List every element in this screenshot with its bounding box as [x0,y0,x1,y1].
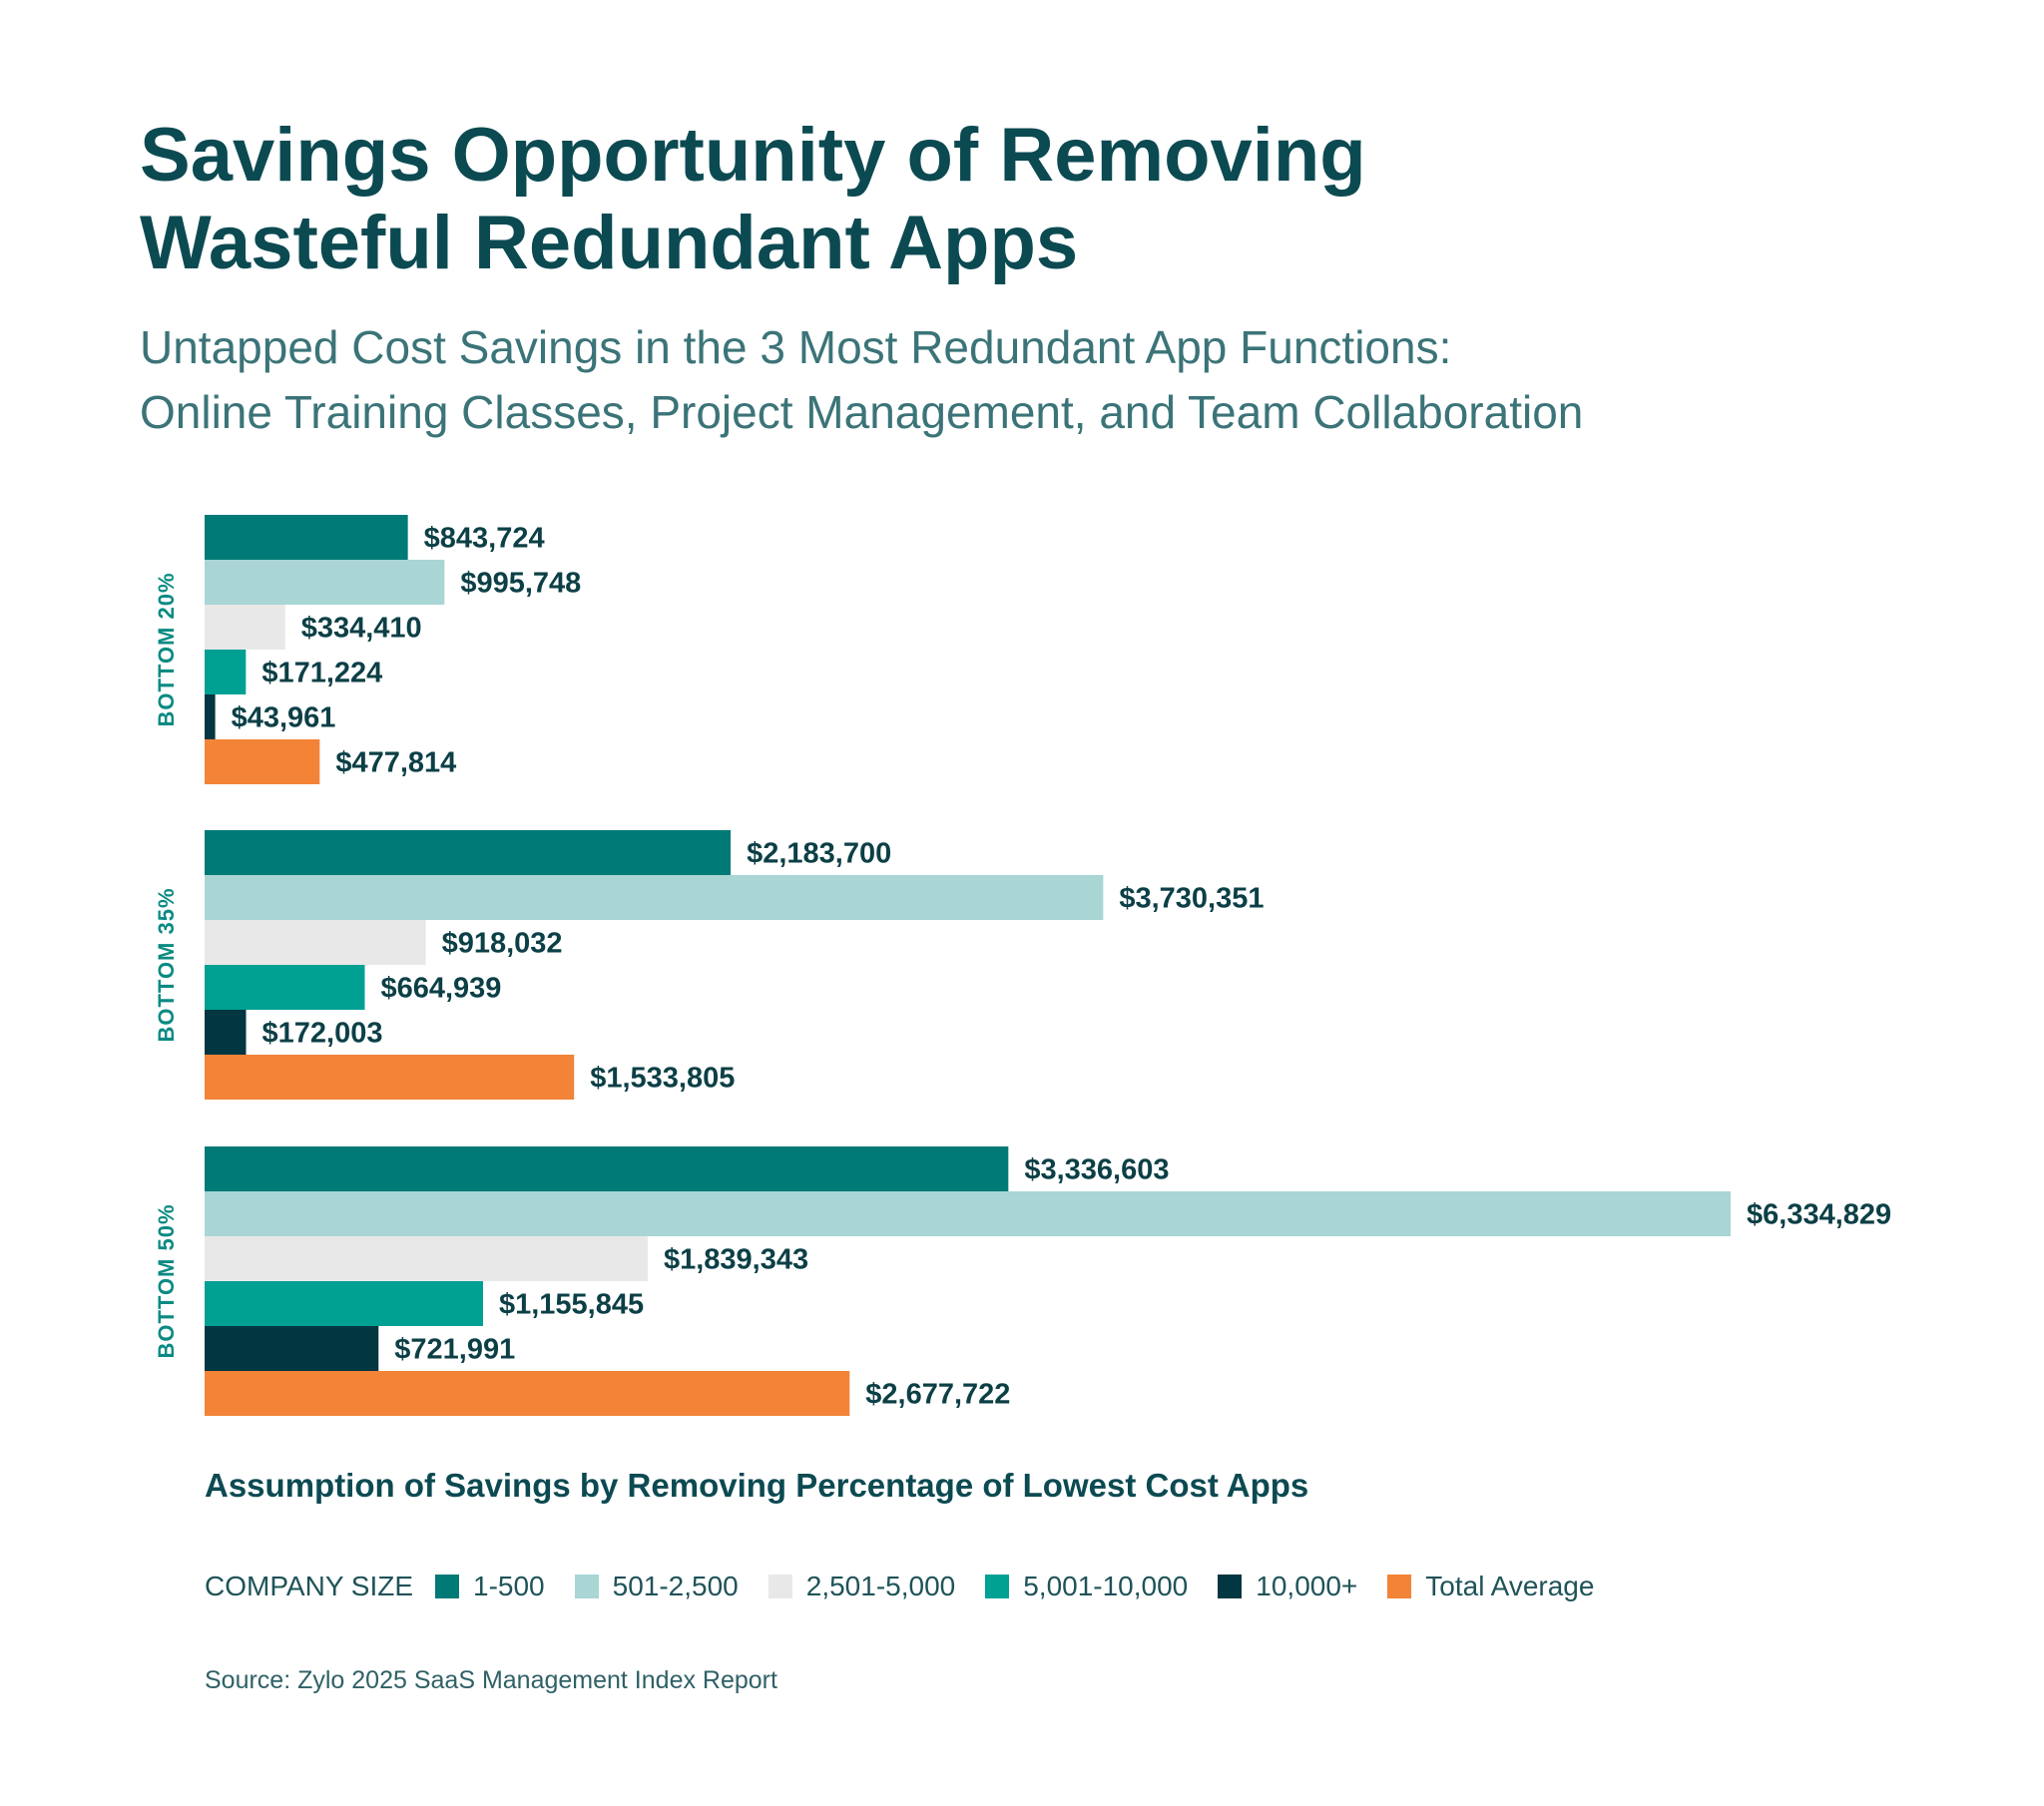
group-label: BOTTOM 50% [154,1203,179,1358]
legend-label: Total Average [1425,1571,1595,1601]
legend-item: 1-500 [435,1571,545,1602]
legend-swatch [985,1575,1010,1598]
chart-subtitle: Untapped Cost Savings in the 3 Most Redu… [140,315,1583,445]
bar-total-average [205,739,320,784]
data-label: $1,533,805 [590,1063,735,1095]
data-label: $2,677,722 [865,1379,1010,1411]
chart-title-line1: Savings Opportunity of Removing [140,113,1366,198]
group-label: BOTTOM 20% [154,572,179,726]
bar-total-average [205,1371,850,1416]
bar-total-average [205,1055,575,1100]
data-label: $43,961 [232,702,336,734]
legend-swatch [1218,1575,1243,1598]
x-axis-title: Assumption of Savings by Removing Percen… [205,1467,1309,1504]
bar-501-2-500 [205,875,1104,920]
legend-swatch [1387,1575,1412,1598]
legend-swatch [767,1575,792,1598]
data-label: $995,748 [460,568,581,600]
source-note: Source: Zylo 2025 SaaS Management Index … [205,1666,777,1694]
group-label: BOTTOM 35% [154,887,179,1042]
legend-label: 1-500 [473,1571,545,1601]
legend-label: 501-2,500 [612,1571,739,1601]
bar-2-501-5-000 [205,1236,648,1281]
bar-5-001-10-000 [205,650,247,694]
bar-5-001-10-000 [205,965,365,1010]
bar-10-000- [205,1010,247,1055]
chart-title-line2: Wasteful Redundant Apps [140,201,1079,285]
legend-swatch [574,1575,599,1598]
legend-label: 2,501-5,000 [805,1571,956,1601]
legend-item: 2,501-5,000 [767,1571,956,1602]
bar-10-000- [205,694,216,739]
data-label: $1,839,343 [664,1244,808,1276]
bar-1-500 [205,1146,1009,1191]
bar-10-000- [205,1326,379,1371]
legend-item: 5,001-10,000 [985,1571,1188,1602]
data-label: $6,334,829 [1747,1199,1891,1231]
bar-501-2-500 [205,560,445,605]
legend-title: COMPANY SIZE [205,1571,414,1601]
data-label: $664,939 [380,973,501,1005]
legend-swatch [435,1575,460,1598]
chart-subtitle-line1: Untapped Cost Savings in the 3 Most Redu… [140,321,1452,373]
data-label: $2,183,700 [747,838,891,870]
data-label: $334,410 [301,613,422,645]
data-label: $721,991 [394,1334,515,1366]
chart-subtitle-line2: Online Training Classes, Project Managem… [140,386,1584,438]
data-label: $3,730,351 [1119,883,1264,915]
data-label: $1,155,845 [499,1289,644,1321]
bar-2-501-5-000 [205,605,285,650]
bar-501-2-500 [205,1191,1731,1236]
bar-5-001-10-000 [205,1281,483,1326]
chart-title: Savings Opportunity of Removing Wasteful… [140,112,1366,287]
data-label: $477,814 [335,747,456,779]
data-label: $918,032 [442,928,563,960]
legend-item: Total Average [1387,1571,1594,1602]
data-label: $171,224 [261,658,382,689]
bar-2-501-5-000 [205,920,426,965]
legend: COMPANY SIZE 1-500 501-2,500 2,501-5,000 5,… [205,1571,1624,1602]
legend-item: 501-2,500 [574,1571,739,1602]
bar-1-500 [205,830,732,875]
data-label: $3,336,603 [1024,1154,1169,1186]
legend-label: 10,000+ [1256,1571,1358,1601]
bar-chart: BOTTOM 20% $843,724 $995,748 $334,410 $171,2… [154,515,1891,1416]
legend-item: 10,000+ [1218,1571,1357,1602]
data-label: $172,003 [262,1018,383,1050]
data-label: $843,724 [424,523,545,555]
bar-1-500 [205,515,408,560]
legend-label: 5,001-10,000 [1023,1571,1189,1601]
